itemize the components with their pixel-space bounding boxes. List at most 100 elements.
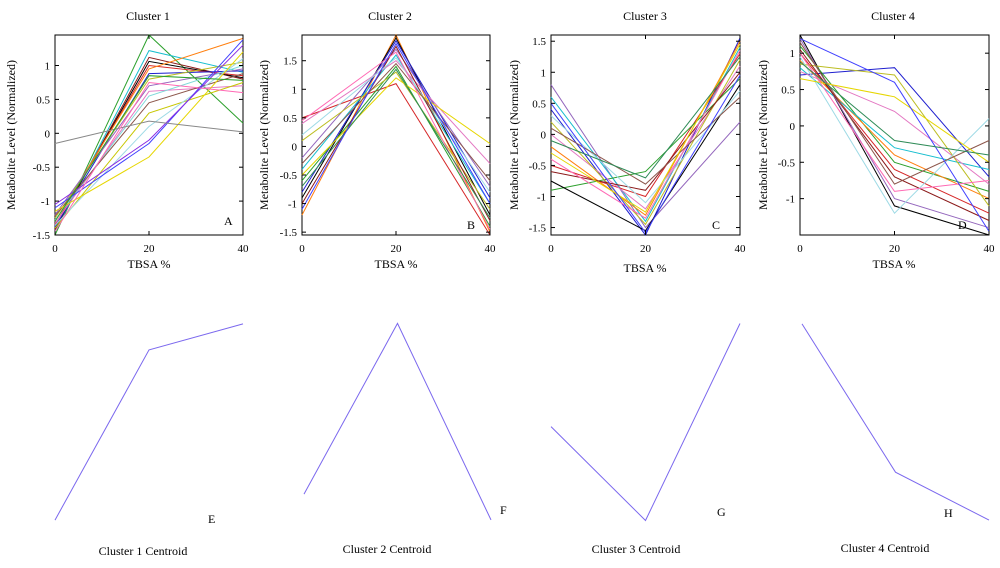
x-axis-label: TBSA % (872, 257, 915, 271)
centroid-caption: Cluster 1 Centroid (99, 544, 188, 558)
series-line-2 (54, 50, 244, 232)
y-tick-label: 0.5 (36, 94, 50, 106)
series-line-1 (550, 84, 741, 229)
panel-centroid-4: H Cluster 4 Centroid (801, 323, 990, 555)
centroid-caption: Cluster 3 Centroid (592, 542, 681, 556)
series-line-14 (301, 51, 491, 230)
y-tick-label: 0.5 (781, 85, 795, 97)
series-line-16 (54, 44, 244, 205)
x-tick-label: 40 (735, 243, 747, 255)
series-line-7 (54, 70, 244, 228)
series-group (799, 34, 990, 236)
series-group (54, 323, 244, 521)
series-line-1 (303, 322, 492, 521)
y-tick-label: 0 (292, 141, 298, 153)
series-line-18 (54, 120, 244, 144)
x-axis-label: TBSA % (374, 257, 417, 271)
series-line-15 (54, 39, 244, 209)
series-line-9 (550, 59, 741, 226)
series-line-1 (301, 82, 491, 236)
x-tick-label: 0 (548, 243, 554, 255)
x-ticks: 0 20 40 (299, 35, 496, 255)
x-tick-label: 0 (299, 243, 305, 255)
panel-title: Cluster 3 (623, 9, 667, 23)
x-ticks: 0 20 40 (548, 35, 746, 255)
series-line-4 (550, 53, 741, 198)
series-line-8 (550, 84, 741, 232)
series-line-10 (301, 45, 491, 221)
x-tick-label: 0 (52, 243, 58, 255)
series-line-9 (799, 63, 990, 207)
y-ticks: -1.5 -1 -0.5 0 0.5 1 1.5 (529, 36, 740, 235)
series-line-10 (799, 49, 990, 221)
series-line-14 (54, 58, 244, 226)
y-tick-label: 1 (541, 67, 547, 79)
x-tick-label: 20 (391, 243, 403, 255)
series-line-14 (550, 44, 741, 213)
y-tick-label: -0.5 (33, 162, 51, 174)
x-tick-label: 40 (485, 243, 497, 255)
series-line-13 (301, 62, 491, 182)
series-line-16 (799, 61, 990, 156)
panel-cluster-4: Cluster 4 -1 -0.5 0 0.5 1 0 20 40 D Metabolite… (756, 9, 995, 271)
series-line-17 (54, 51, 244, 212)
series-line-20 (54, 75, 244, 222)
panel-letter: A (224, 214, 233, 228)
series-line-13 (54, 82, 244, 229)
series-line-14 (799, 52, 990, 192)
series-line-10 (54, 85, 244, 224)
series-line-4 (301, 39, 491, 199)
y-axis-label: Metabolite Level (Normalized) (4, 60, 18, 210)
centroid-caption: Cluster 4 Centroid (841, 541, 930, 555)
series-line-4 (799, 52, 990, 214)
series-group (801, 323, 990, 521)
series-line-8 (301, 60, 491, 164)
y-tick-label: 0 (541, 129, 547, 141)
panel-title: Cluster 2 (368, 9, 412, 23)
series-line-12 (301, 77, 491, 176)
series-line-1 (54, 323, 244, 521)
series-line-19 (54, 81, 244, 232)
series-line-6 (301, 54, 491, 204)
series-line-3 (550, 47, 741, 223)
y-tick-label: 0 (45, 128, 51, 140)
centroid-caption: Cluster 2 Centroid (343, 542, 432, 556)
series-line-16 (301, 42, 491, 210)
y-tick-label: 1 (292, 84, 298, 96)
x-tick-label: 20 (640, 243, 652, 255)
y-tick-label: 0.5 (283, 113, 297, 125)
series-line-7 (301, 48, 491, 187)
panel-letter: H (944, 506, 953, 520)
y-tick-label: -1 (288, 199, 297, 211)
panel-letter: B (467, 218, 475, 232)
panel-letter: C (712, 218, 720, 232)
x-ticks: 0 20 40 (797, 35, 995, 255)
y-tick-label: 0.5 (532, 98, 546, 110)
series-line-1 (801, 323, 990, 521)
series-line-1 (550, 323, 741, 522)
panel-centroid-3: G Cluster 3 Centroid (550, 323, 741, 556)
x-axis-label: TBSA % (127, 257, 170, 271)
series-group (550, 323, 741, 522)
series-line-16 (550, 56, 741, 179)
series-line-15 (301, 68, 491, 219)
panel-cluster-1: Cluster 1 -1.5 -1 -0.5 0 0.5 1 0 20 40 A TBSA %… (4, 9, 249, 271)
y-tick-label: -1.5 (33, 230, 51, 242)
series-line-13 (799, 78, 990, 163)
panel-centroid-2: F Cluster 2 Centroid (303, 322, 507, 556)
x-ticks: 0 20 40 (52, 35, 249, 255)
series-group (301, 33, 491, 236)
series-group (54, 34, 244, 236)
series-group (303, 322, 492, 521)
y-tick-label: 0 (790, 121, 796, 133)
x-tick-label: 20 (144, 243, 156, 255)
series-line-12 (54, 73, 244, 217)
series-line-9 (54, 68, 244, 215)
panel-title: Cluster 4 (871, 9, 915, 23)
x-tick-label: 40 (238, 243, 250, 255)
series-line-10 (550, 71, 741, 191)
y-axis-label: Metabolite Level (Normalized) (257, 60, 271, 210)
panel-cluster-2: Cluster 2 -1.5 -1 -0.5 0 0.5 1 1.5 0 20 40 B TBS… (257, 9, 496, 271)
series-line-5 (550, 40, 741, 216)
